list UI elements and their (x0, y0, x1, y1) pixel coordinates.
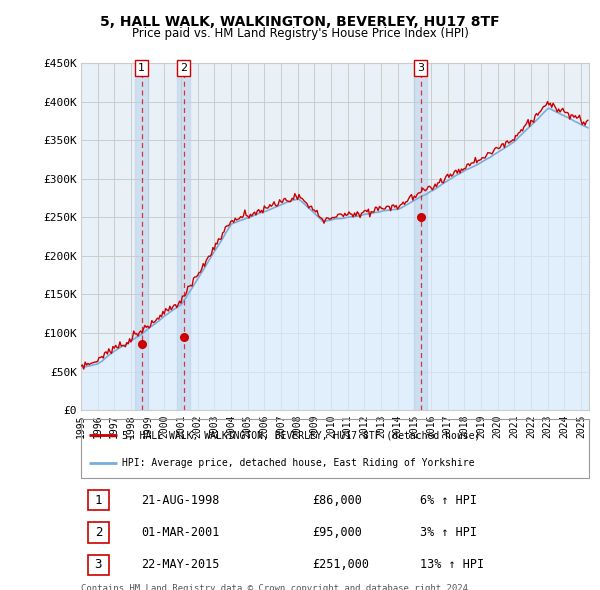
Text: 1: 1 (95, 493, 102, 507)
Text: 2: 2 (95, 526, 102, 539)
Text: £95,000: £95,000 (312, 526, 362, 539)
Text: £86,000: £86,000 (312, 493, 362, 507)
Text: 13% ↑ HPI: 13% ↑ HPI (420, 558, 484, 572)
Text: 2: 2 (180, 63, 187, 73)
Text: Contains HM Land Registry data © Crown copyright and database right 2024.
This d: Contains HM Land Registry data © Crown c… (81, 584, 473, 590)
Text: 3: 3 (417, 63, 424, 73)
Text: £251,000: £251,000 (312, 558, 369, 572)
Text: 01-MAR-2001: 01-MAR-2001 (141, 526, 220, 539)
Text: 1: 1 (138, 63, 145, 73)
Text: 3: 3 (95, 558, 102, 572)
Bar (177, 63, 190, 410)
Bar (135, 63, 148, 410)
Text: 3% ↑ HPI: 3% ↑ HPI (420, 526, 477, 539)
Text: Price paid vs. HM Land Registry's House Price Index (HPI): Price paid vs. HM Land Registry's House … (131, 27, 469, 40)
Text: 22-MAY-2015: 22-MAY-2015 (141, 558, 220, 572)
Text: 6% ↑ HPI: 6% ↑ HPI (420, 493, 477, 507)
Bar (414, 63, 427, 410)
Text: 5, HALL WALK, WALKINGTON, BEVERLEY, HU17 8TF: 5, HALL WALK, WALKINGTON, BEVERLEY, HU17… (100, 15, 500, 29)
Text: 21-AUG-1998: 21-AUG-1998 (141, 493, 220, 507)
Text: HPI: Average price, detached house, East Riding of Yorkshire: HPI: Average price, detached house, East… (122, 458, 474, 467)
Text: 5, HALL WALK, WALKINGTON, BEVERLEY, HU17 8TF (detached house): 5, HALL WALK, WALKINGTON, BEVERLEY, HU17… (122, 431, 480, 440)
